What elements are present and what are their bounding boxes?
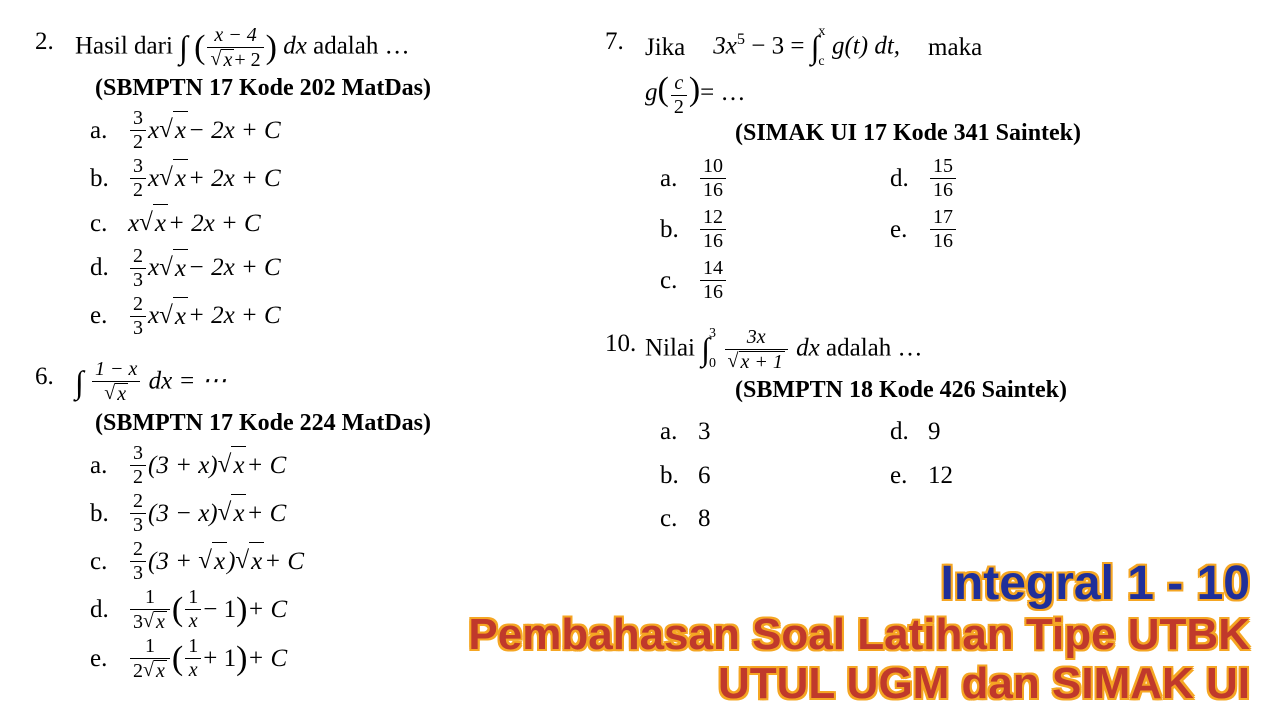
q10-opt-a: a.3 [660,413,890,451]
q7-source: (SIMAK UI 17 Kode 341 Saintek) [735,120,1255,147]
q2-number: 2. [35,22,75,62]
q7-number: 7. [605,22,645,62]
q7-opt-b: b.1216 [660,207,890,252]
q6-source: (SBMPTN 17 Kode 224 MatDas) [95,410,595,437]
integral-icon: ∫xc [811,22,820,73]
q7-opt-a: a.1016 [660,156,890,201]
headline-overlay: Integral 1 - 10 Pembahasan Soal Latihan … [468,556,1250,708]
q10-opt-b: b.6 [660,457,890,495]
question-10: 10. Nilai ∫30 3x x + 1 dx adalah … (SBMP… [605,324,1255,541]
q7-opt-e: e.1716 [890,207,958,252]
integral-icon: ∫ [179,22,188,73]
integral-icon: ∫ [75,357,84,408]
q2-opt-a: a. 32 xx − 2x + C [90,108,595,153]
q6-opt-a: a. 32 (3 + x)x + C [90,443,595,488]
q10-opt-c: c.8 [660,500,890,538]
question-7: 7. Jika 3x5 − 3 = ∫xc g(t) dt, maka g (c… [605,22,1255,306]
question-2: 2. Hasil dari ∫ ( x − 4 x+ 2 ) dx adalah… [35,22,595,339]
right-column: 7. Jika 3x5 − 3 = ∫xc g(t) dt, maka g (c… [605,22,1255,551]
q10-text: Nilai ∫30 3x x + 1 dx adalah … [645,324,922,375]
q2-options: a. 32 xx − 2x + C b. 32 xx + 2x + C c. x… [90,108,595,339]
integral-icon: ∫30 [701,324,710,375]
q2-text: Hasil dari ∫ ( x − 4 x+ 2 ) dx adalah … [75,22,410,73]
q2-opt-e: e. 23 xx + 2x + C [90,294,595,339]
q7-options: a.1016 b.1216 c.1416 d.1516 e.1716 [660,153,1255,306]
q10-opt-e: e.12 [890,457,953,495]
q10-options: a.3 b.6 c.8 d.9 e.12 [660,410,1255,541]
q7-text: Jika 3x5 − 3 = ∫xc g(t) dt, maka [645,22,982,73]
headline-line1: Integral 1 - 10 [468,556,1250,611]
headline-line2: Pembahasan Soal Latihan Tipe UTBK [468,611,1250,659]
q6-number: 6. [35,357,75,397]
q2-source: (SBMPTN 17 Kode 202 MatDas) [95,75,595,102]
q2-opt-b: b. 32 xx + 2x + C [90,156,595,201]
q10-number: 10. [605,324,645,364]
q10-opt-d: d.9 [890,413,953,451]
q7-opt-c: c.1416 [660,258,890,303]
q2-opt-d: d. 23 xx − 2x + C [90,246,595,291]
q2-opt-c: c. xx + 2x + C [90,204,595,243]
q6-text: ∫ 1 − x x dx = ⋯ [75,357,227,408]
q10-source: (SBMPTN 18 Kode 426 Saintek) [735,377,1255,404]
headline-line3: UTUL UGM dan SIMAK UI [468,660,1250,708]
q6-opt-b: b. 23 (3 − x)x + C [90,491,595,536]
q7-opt-d: d.1516 [890,156,958,201]
